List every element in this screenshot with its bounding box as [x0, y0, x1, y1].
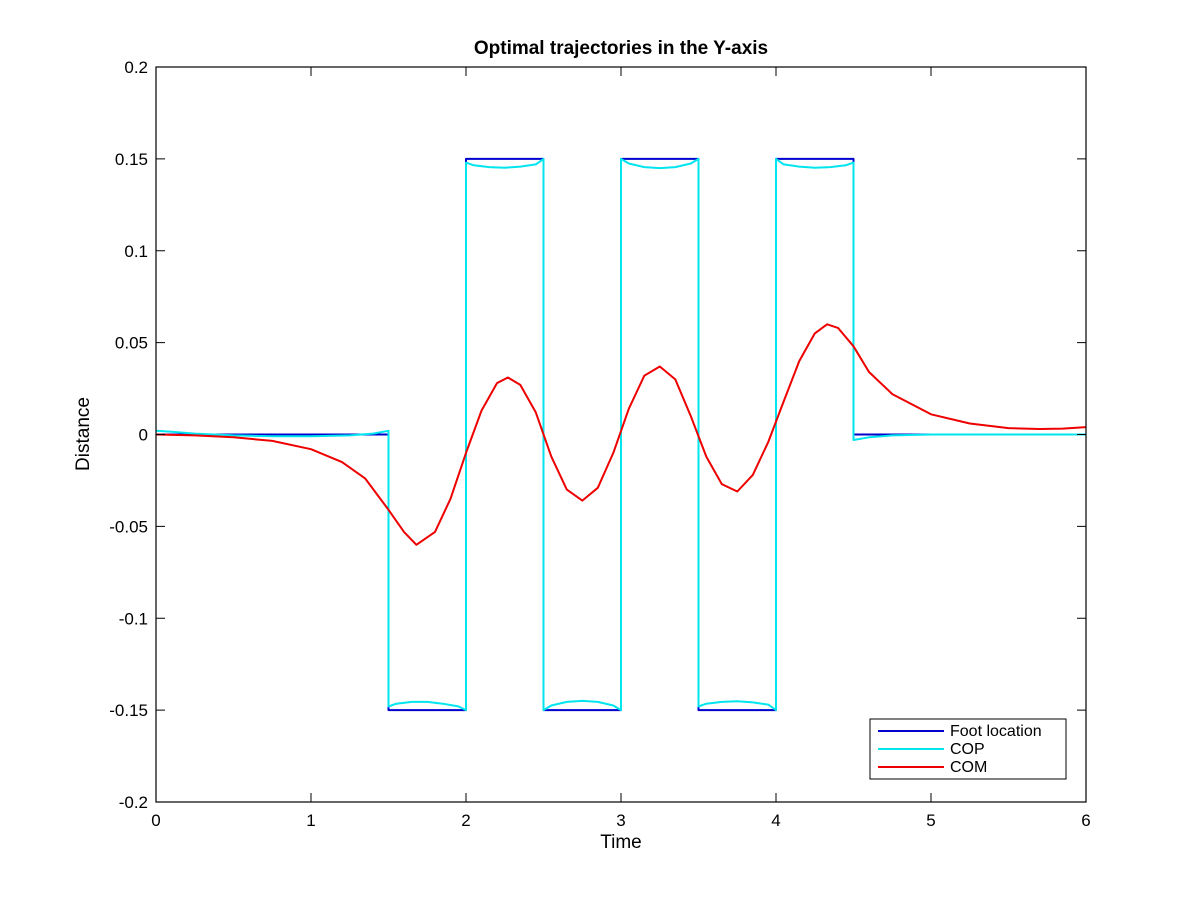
y-tick-label: 0.1 — [124, 242, 148, 261]
plot-frame — [155, 66, 1087, 803]
x-tick-label: 0 — [151, 811, 160, 830]
y-tick-label: -0.05 — [109, 517, 148, 536]
x-tick-label: 3 — [616, 811, 625, 830]
y-tick-label: -0.15 — [109, 701, 148, 720]
legend-label: COP — [950, 741, 985, 758]
series-line-cop — [155, 157, 1086, 712]
legend-label: COM — [950, 759, 987, 776]
x-axis-label: Time — [600, 832, 642, 853]
chart-title: Optimal trajectories in the Y-axis — [474, 38, 768, 59]
x-tick-label: 2 — [461, 811, 470, 830]
y-tick-label: -0.1 — [119, 609, 148, 628]
y-tick-label: 0.2 — [124, 58, 148, 77]
series-layer — [155, 157, 1087, 712]
ticks-layer: 0 1 2 3 4 5 6 -0.2 -0.15 -0.1 -0.05 0 0.05 0.1 0.15 0.2 — [109, 58, 1090, 830]
x-tick-label: 4 — [771, 811, 780, 830]
x-tick-label: 6 — [1081, 811, 1090, 830]
y-tick-label: 0.15 — [115, 150, 148, 169]
x-tick-label: 1 — [306, 811, 315, 830]
y-tick-label: -0.2 — [119, 793, 148, 812]
y-tick-label: 0.05 — [115, 334, 148, 353]
y-axis-label: Distance — [73, 397, 94, 471]
legend-label: Foot location — [950, 723, 1042, 740]
x-tick-label: 5 — [926, 811, 935, 830]
y-tick-label: 0 — [139, 426, 148, 445]
series-line-com — [155, 323, 1087, 546]
